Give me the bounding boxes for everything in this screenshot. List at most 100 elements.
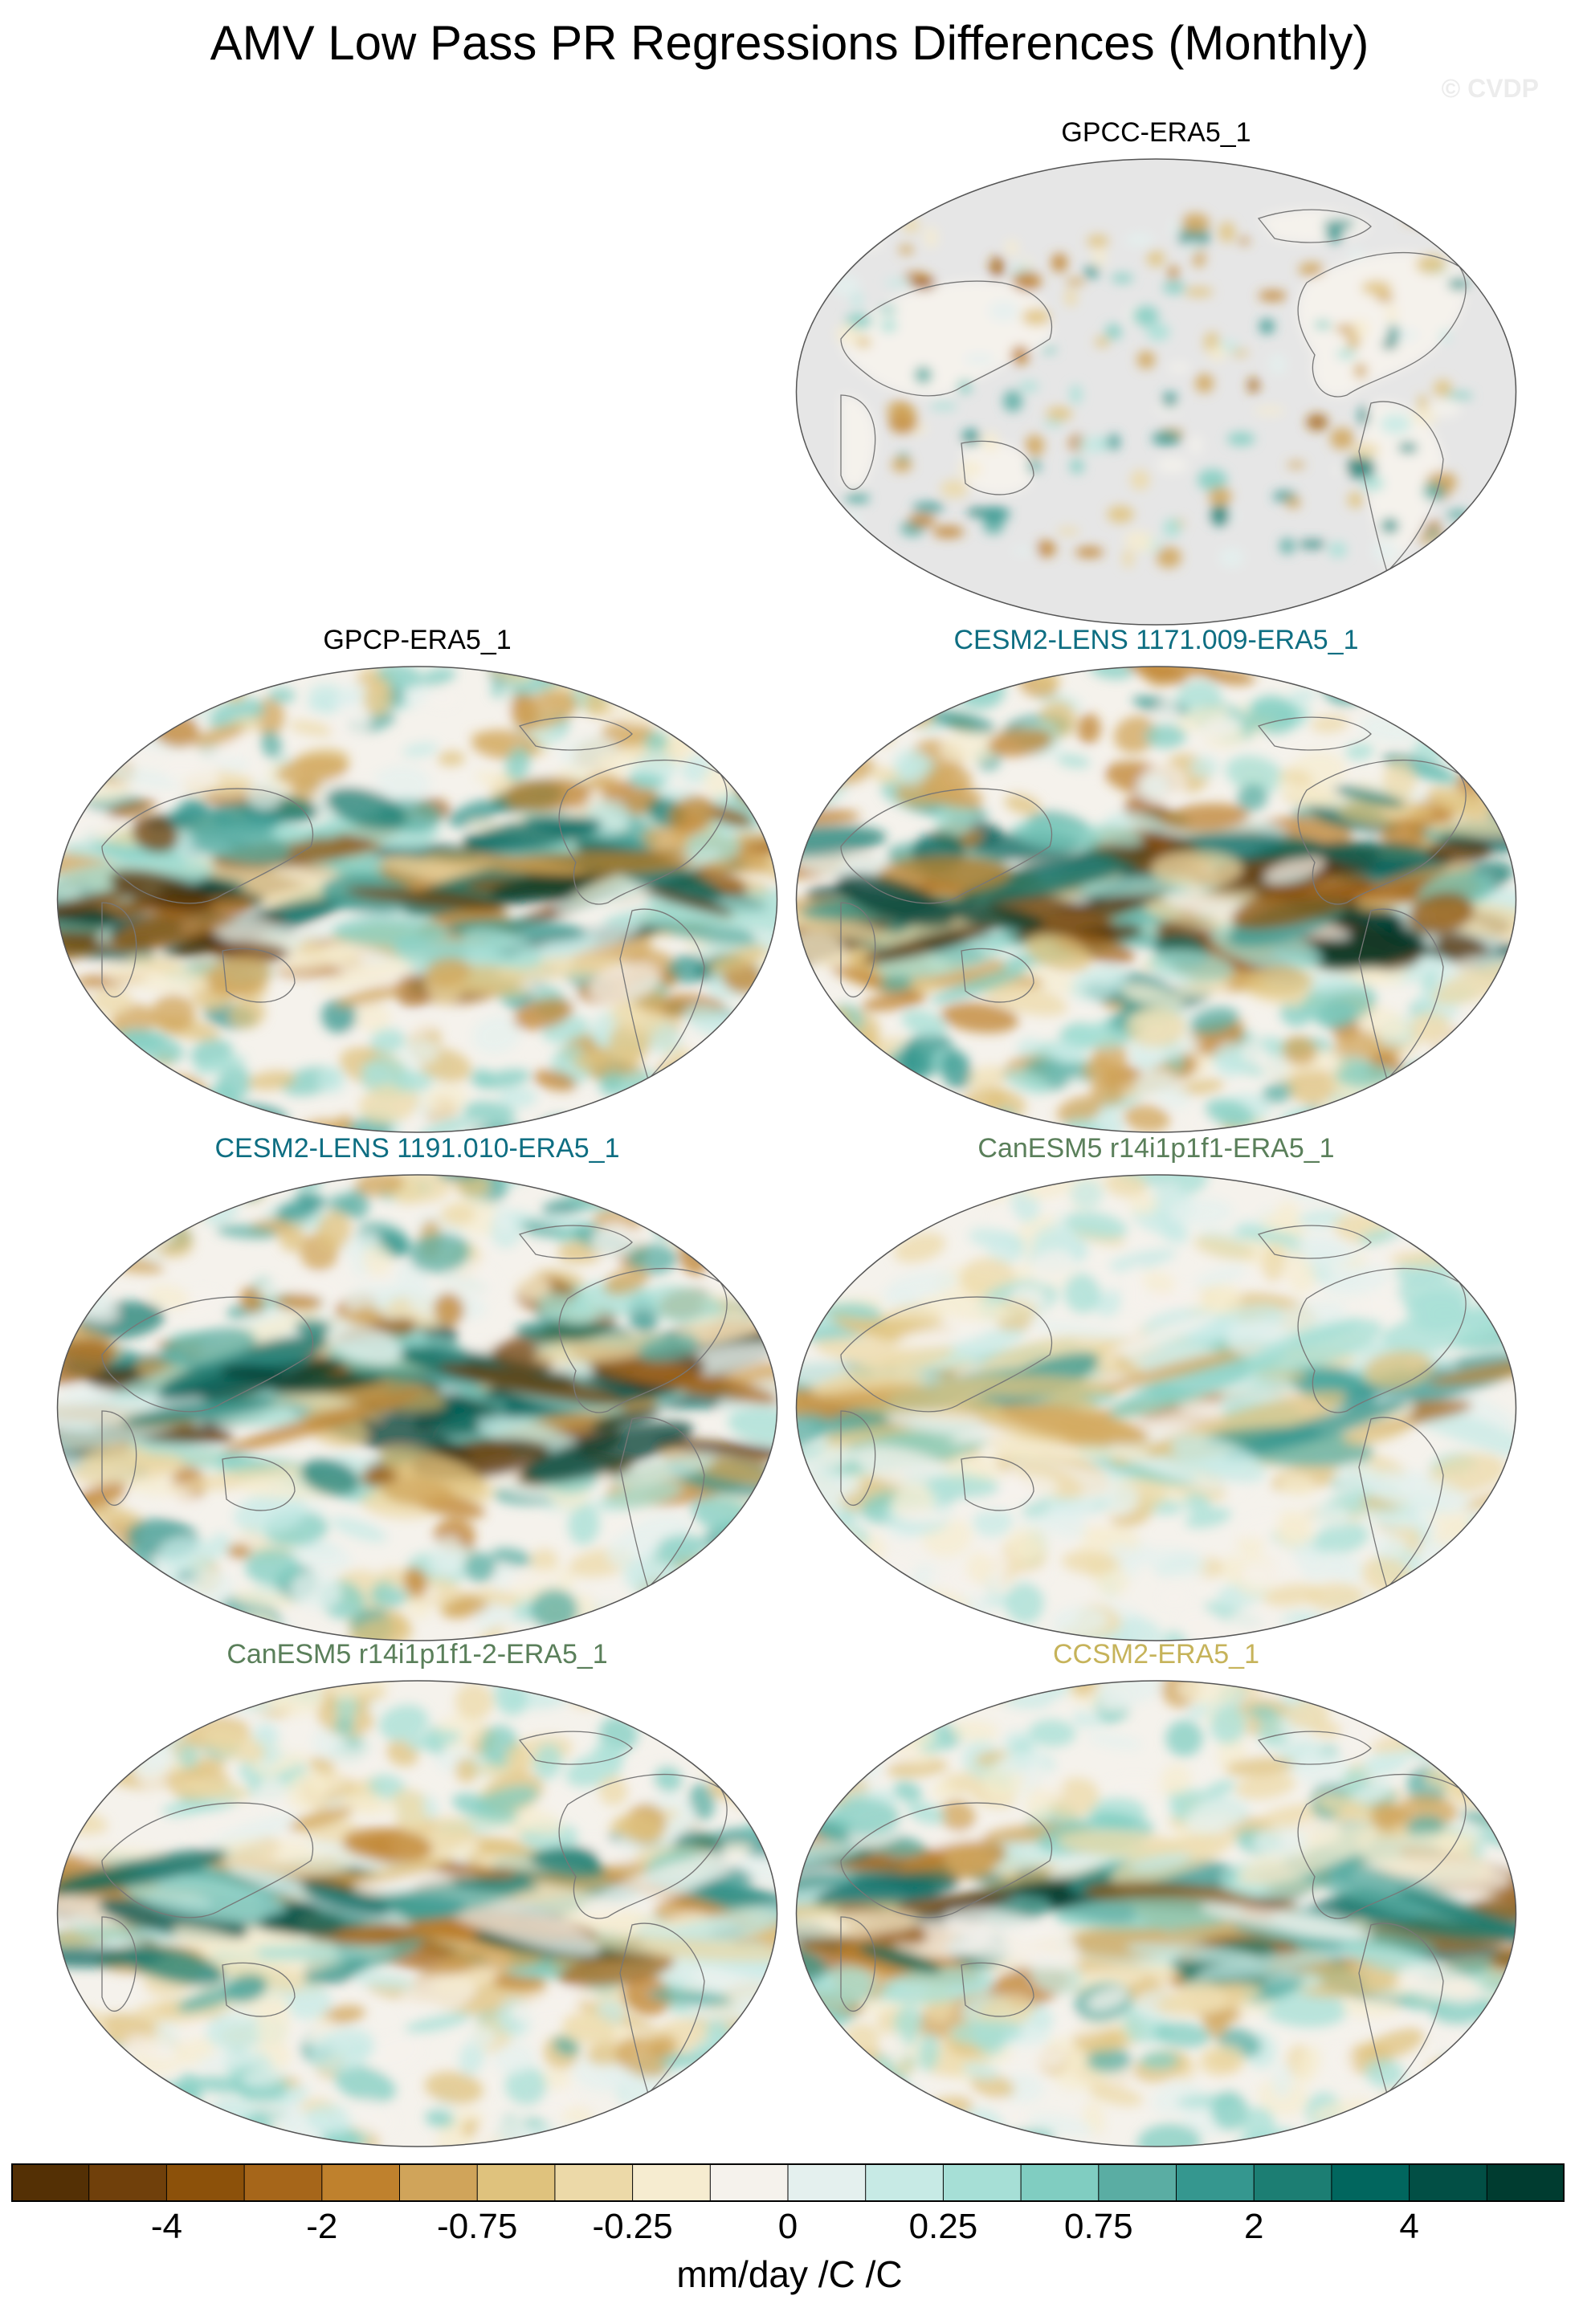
anomaly-blob	[1230, 874, 1373, 930]
figure-title: AMV Low Pass PR Regressions Differences …	[210, 16, 1369, 70]
anomaly-blob	[558, 1951, 675, 1988]
anomaly-blob	[57, 885, 146, 939]
anomaly-blob	[1245, 1319, 1383, 1376]
anomaly-blob	[1184, 241, 1202, 254]
anomaly-blob	[220, 1364, 284, 1380]
anomaly-blob	[651, 1596, 703, 1633]
anomaly-blob	[814, 681, 880, 700]
anomaly-blob	[161, 758, 219, 790]
anomaly-blob	[334, 2065, 396, 2104]
anomaly-blob	[291, 1571, 342, 1609]
anomaly-blob	[682, 1714, 724, 1753]
anomaly-blob	[1403, 1224, 1431, 1241]
coastline	[558, 759, 728, 905]
anomaly-blob	[901, 1009, 947, 1037]
anomaly-blob	[931, 1781, 955, 1800]
anomaly-blob	[1181, 213, 1210, 234]
anomaly-blob	[1346, 249, 1365, 259]
anomaly-blob	[1423, 2113, 1457, 2134]
coastline	[101, 1802, 314, 1918]
anomaly-blob	[796, 907, 929, 952]
anomaly-blob	[675, 1197, 724, 1214]
anomaly-blob	[402, 742, 439, 758]
anomaly-blob	[1210, 1705, 1246, 1744]
anomaly-blob	[176, 1778, 251, 1801]
anomaly-blob	[1247, 1705, 1278, 1719]
anomaly-blob	[1077, 713, 1101, 744]
anomaly-blob	[1122, 548, 1134, 569]
anomaly-blob	[1070, 1179, 1104, 1209]
anomaly-blob	[369, 1028, 406, 1054]
anomaly-blob	[1156, 1982, 1263, 2016]
anomaly-blob	[335, 984, 409, 1008]
anomaly-blob	[516, 1275, 552, 1300]
anomaly-blob	[509, 1988, 598, 2022]
coastline	[101, 1410, 137, 1507]
anomaly-blob	[140, 716, 166, 736]
anomaly-blob	[875, 930, 1010, 979]
colorbar-swatch	[1254, 2163, 1332, 2202]
anomaly-blob	[1195, 1949, 1346, 1979]
coastline	[840, 1296, 1053, 1413]
anomaly-blob	[1426, 838, 1492, 864]
anomaly-blob	[749, 1274, 777, 1314]
anomaly-blob	[1151, 431, 1181, 446]
anomaly-blob	[468, 2025, 496, 2049]
anomaly-blob	[869, 767, 902, 784]
anomaly-blob	[656, 2081, 724, 2123]
anomaly-blob	[521, 667, 560, 672]
anomaly-blob	[346, 1367, 485, 1387]
anomaly-blob	[537, 1294, 596, 1324]
anomaly-blob	[575, 2128, 605, 2147]
anomaly-blob	[513, 997, 574, 1030]
coastline	[1297, 251, 1467, 398]
anomaly-blob	[1426, 787, 1494, 819]
anomaly-blob	[1175, 980, 1230, 997]
anomaly-blob	[394, 974, 435, 1006]
anomaly-blob	[756, 2122, 777, 2147]
anomaly-blob	[63, 1034, 105, 1054]
anomaly-blob	[1428, 1356, 1516, 1386]
anomaly-blob	[1162, 392, 1177, 408]
anomaly-blob	[1345, 456, 1377, 479]
anomaly-blob	[811, 1379, 1015, 1423]
anomaly-blob	[1104, 1175, 1148, 1197]
anomaly-blob	[804, 728, 860, 747]
anomaly-blob	[1046, 406, 1073, 422]
anomaly-blob	[1126, 1264, 1149, 1302]
anomaly-blob	[898, 245, 914, 255]
anomaly-blob	[100, 1596, 133, 1633]
anomaly-blob	[57, 667, 95, 696]
anomaly-blob	[1162, 281, 1186, 294]
anomaly-blob	[1161, 1763, 1192, 1795]
anomaly-blob	[1156, 546, 1182, 569]
anomaly-blob	[1010, 547, 1039, 555]
anomaly-blob	[309, 2028, 375, 2073]
anomaly-blob	[98, 1897, 249, 1940]
anomaly-blob	[1041, 1511, 1087, 1539]
anomaly-blob	[476, 1588, 521, 1607]
anomaly-blob	[1154, 2022, 1211, 2048]
anomaly-blob	[683, 1720, 715, 1755]
anomaly-blob	[1011, 819, 1105, 851]
anomaly-blob	[235, 1175, 264, 1201]
map-outline	[56, 666, 778, 1133]
anomaly-blob	[1373, 1534, 1406, 1558]
anomaly-blob	[1129, 1852, 1191, 1872]
anomaly-blob	[644, 731, 669, 752]
anomaly-blob	[847, 1175, 883, 1194]
anomaly-blob	[1218, 221, 1235, 243]
anomaly-blob	[1083, 1058, 1120, 1087]
coastline	[101, 1296, 314, 1413]
colorbar-tick-label: 0.25	[908, 2207, 978, 2246]
anomaly-blob	[601, 2067, 639, 2087]
anomaly-blob	[1410, 1011, 1450, 1042]
anomaly-blob	[492, 1343, 554, 1372]
anomaly-blob	[1130, 470, 1150, 491]
anomaly-blob	[855, 218, 880, 234]
anomaly-blob	[1381, 340, 1397, 349]
anomaly-blob	[1383, 2093, 1430, 2112]
anomaly-blob	[973, 1506, 1014, 1537]
anomaly-blob	[301, 1882, 390, 1916]
anomaly-blob	[1136, 773, 1170, 800]
